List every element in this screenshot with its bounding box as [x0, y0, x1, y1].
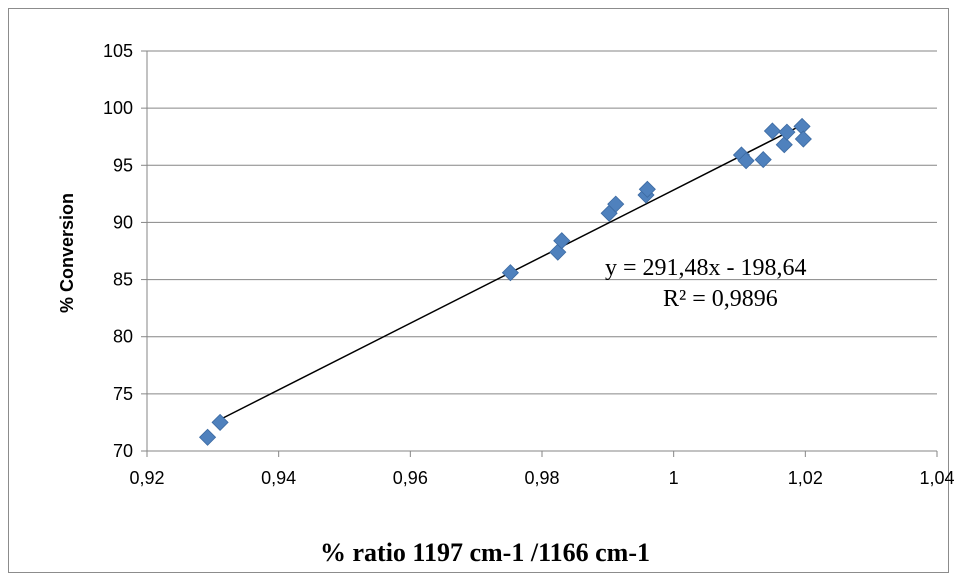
data-point — [501, 264, 519, 282]
y-tick-label: 70 — [113, 441, 133, 461]
y-axis-label: % Conversion — [57, 193, 77, 313]
data-point — [737, 152, 755, 170]
y-tick-label: 75 — [113, 384, 133, 404]
data-point — [775, 136, 793, 154]
x-tick-label: 0,92 — [129, 468, 164, 488]
y-tick-label: 105 — [103, 41, 133, 61]
y-tick-label: 100 — [103, 98, 133, 118]
data-point — [211, 413, 229, 431]
data-point — [638, 180, 656, 198]
data-point — [553, 232, 571, 250]
data-point — [778, 123, 796, 141]
x-tick-labels: 0,92 0,94 0,96 0,98 1 1,02 1,04 — [129, 451, 955, 488]
data-point — [199, 428, 217, 446]
y-tick-label: 95 — [113, 155, 133, 175]
y-tick-label: 90 — [113, 212, 133, 232]
x-tick-label: 0,94 — [261, 468, 296, 488]
trendline-r-squared: R² = 0,9896 — [663, 286, 778, 312]
chart-frame — [8, 8, 949, 573]
x-tick-label: 1 — [669, 468, 679, 488]
y-tick-label: 85 — [113, 270, 133, 290]
x-tick-label: 1,02 — [788, 468, 823, 488]
x-tick-label: 0,96 — [393, 468, 428, 488]
y-tick-label: 80 — [113, 327, 133, 347]
x-tick-label: 1,04 — [919, 468, 954, 488]
trendline-equation: y = 291,48x - 198,64 — [605, 255, 807, 281]
data-point — [607, 195, 625, 213]
data-point — [794, 130, 812, 148]
data-point — [763, 122, 781, 140]
data-point — [754, 151, 772, 169]
x-axis-label: % ratio 1197 cm-1 /1166 cm-1 — [320, 538, 650, 567]
y-tick-labels: 70 75 80 85 90 95 100 105 — [103, 41, 147, 461]
gridlines — [146, 50, 937, 452]
data-points — [199, 117, 812, 446]
x-tick-label: 0,98 — [524, 468, 559, 488]
